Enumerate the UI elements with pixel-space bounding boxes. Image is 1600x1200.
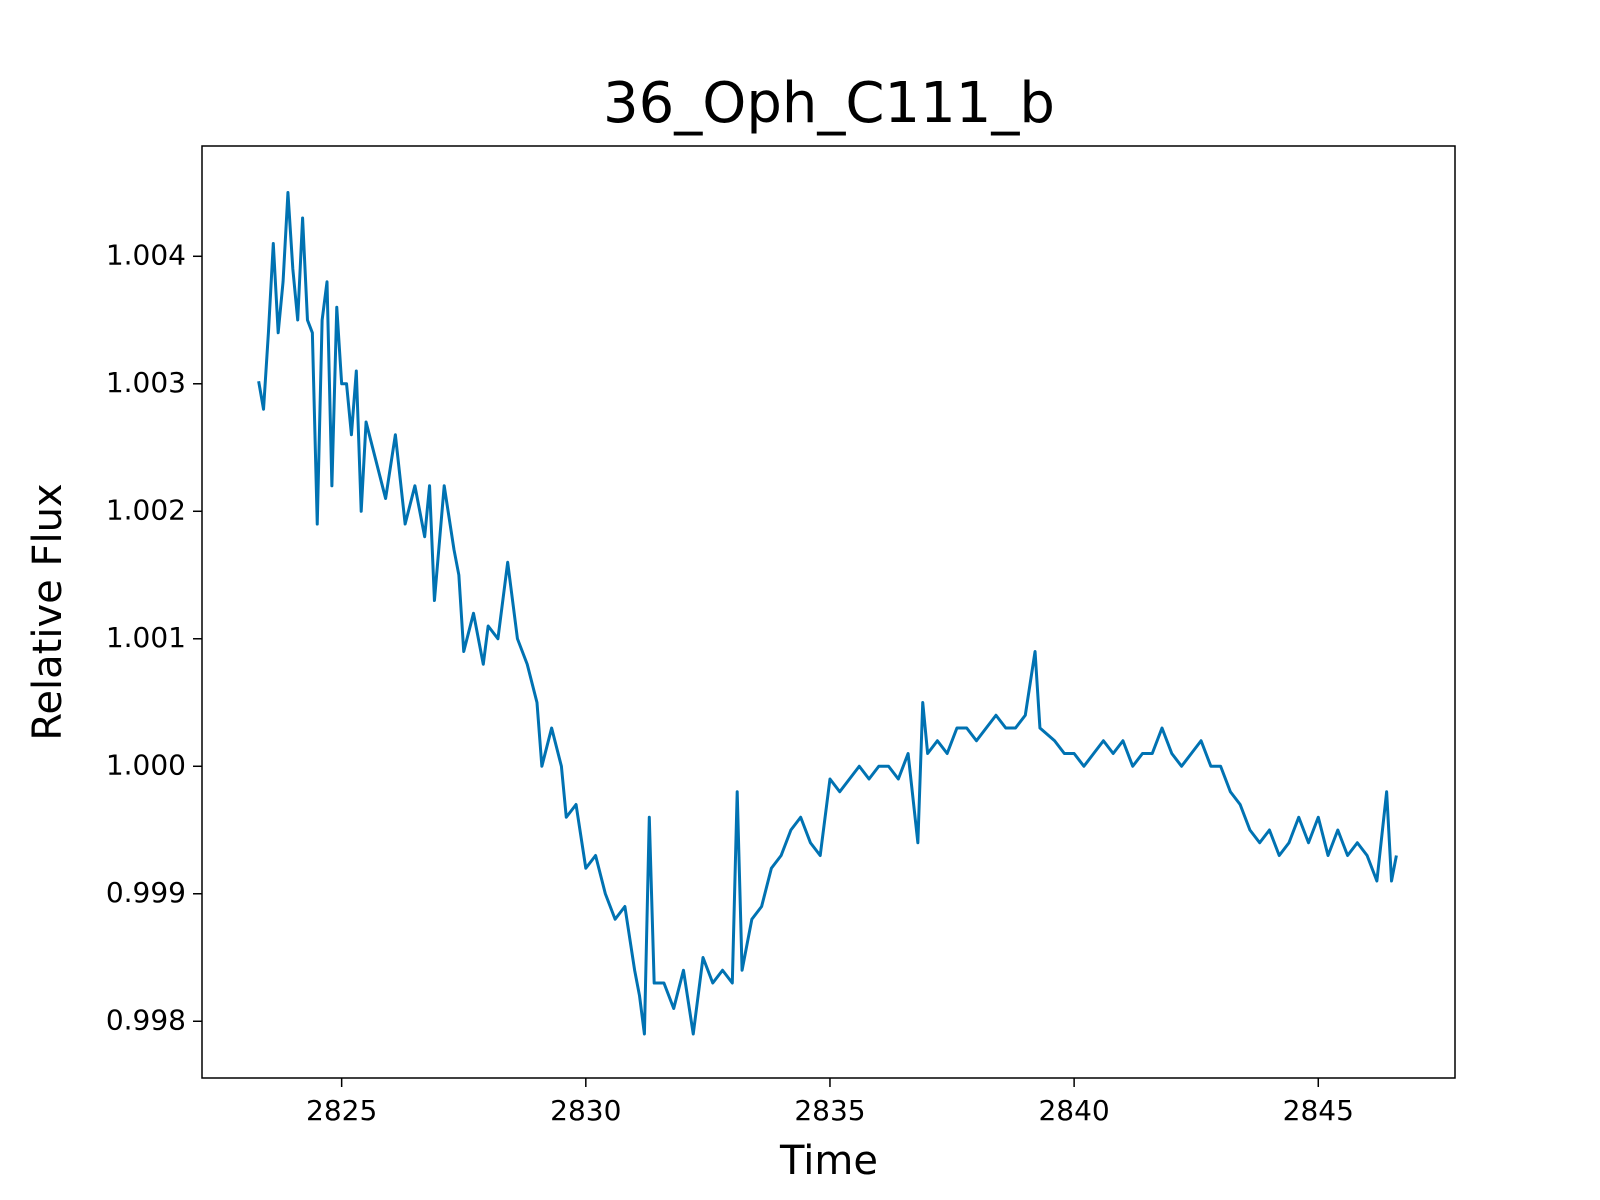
y-tick-label: 1.004 <box>106 238 186 271</box>
y-axis-label: Relative Flux <box>25 483 71 740</box>
chart-title: 36_Oph_C111_b <box>603 71 1055 136</box>
data-line <box>257 191 1398 1036</box>
x-tick-label: 2835 <box>794 1094 865 1127</box>
y-tick-label: 0.998 <box>106 1003 186 1036</box>
y-tick-label: 1.003 <box>106 366 186 399</box>
y-tick-label: 1.002 <box>106 493 186 526</box>
x-tick-label: 2830 <box>550 1094 621 1127</box>
plot-frame <box>201 145 1456 1079</box>
x-tick-label: 2845 <box>1283 1094 1354 1127</box>
y-tick-label: 1.001 <box>106 621 186 654</box>
x-tick-label: 2840 <box>1038 1094 1109 1127</box>
y-tick-label: 1.000 <box>106 748 186 781</box>
y-tick-label: 0.999 <box>106 876 186 909</box>
x-tick-label: 2825 <box>306 1094 377 1127</box>
x-axis-label: Time <box>779 1138 878 1184</box>
